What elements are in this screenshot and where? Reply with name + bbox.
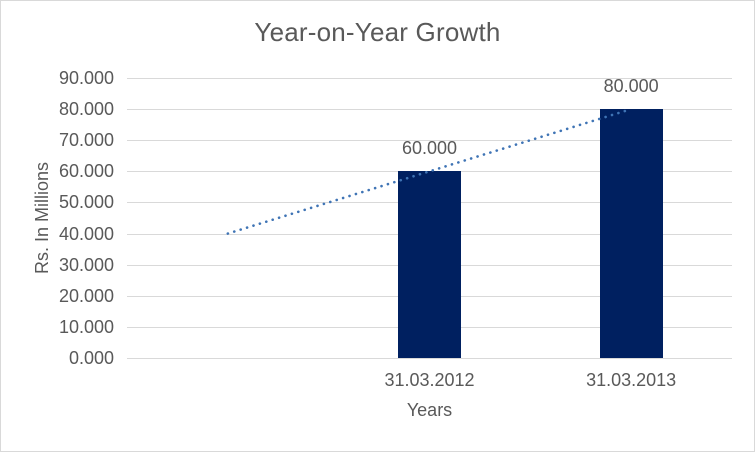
y-tick-label: 30.000 [58,254,114,275]
bar-data-label: 60.000 [401,138,458,159]
y-tick-label: 40.000 [58,223,114,244]
x-tick-label: 31.03.2013 [586,370,677,390]
y-tick-label: 80.000 [58,99,114,120]
y-tick-label: 60.000 [58,161,114,182]
x-axis-title: Years [406,400,453,420]
y-tick-label: 90.000 [58,68,114,88]
bar-data-label: 80.000 [603,76,659,97]
x-tick-label: 31.03.2012 [384,370,475,390]
y-tick-label: 20.000 [58,285,114,306]
chart-title: Year-on-Year Growth [254,17,501,47]
gridline [127,358,732,359]
y-tick-label: 10.000 [58,316,114,337]
bar [599,109,663,358]
y-tick-label: 0.000 [68,348,114,368]
gridline [127,78,732,79]
bar [398,171,461,358]
y-tick-label: 70.000 [58,130,114,151]
y-tick-label: 50.000 [58,192,114,213]
